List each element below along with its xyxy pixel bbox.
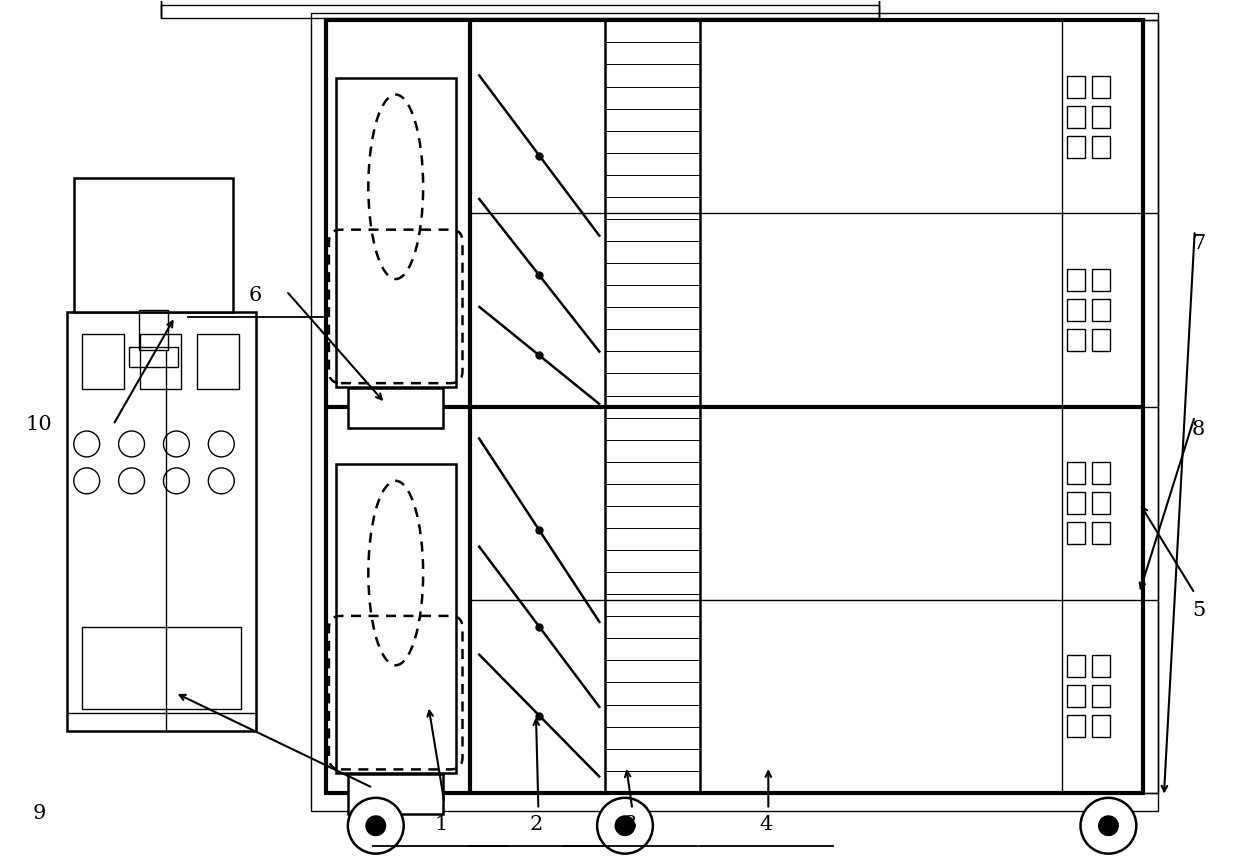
Text: 3: 3 <box>624 815 636 834</box>
Text: 9: 9 <box>32 805 46 824</box>
Bar <box>1092 715 1111 737</box>
Bar <box>1092 655 1111 677</box>
Bar <box>73 178 233 312</box>
Bar <box>336 464 455 772</box>
Text: 8: 8 <box>1192 420 1205 439</box>
Bar <box>1092 76 1111 98</box>
Bar <box>1066 492 1085 514</box>
Text: 4: 4 <box>759 815 773 834</box>
Text: 6: 6 <box>249 286 262 304</box>
Bar <box>1092 106 1111 127</box>
Bar <box>336 78 455 387</box>
Bar <box>139 310 169 350</box>
Circle shape <box>598 798 653 854</box>
Bar <box>1092 269 1111 291</box>
Bar <box>1066 269 1085 291</box>
Text: 7: 7 <box>1192 234 1205 253</box>
Bar <box>326 20 1143 792</box>
Bar <box>1092 329 1111 351</box>
Bar <box>1066 462 1085 484</box>
Text: 10: 10 <box>26 415 52 434</box>
Bar <box>1092 136 1111 158</box>
Bar <box>1092 492 1111 514</box>
Bar <box>129 348 179 368</box>
Bar <box>348 388 443 427</box>
Bar <box>1092 462 1111 484</box>
Bar <box>1143 20 1158 792</box>
Bar <box>1066 685 1085 707</box>
Bar <box>1066 299 1085 321</box>
Bar <box>1066 76 1085 98</box>
Bar <box>1092 522 1111 544</box>
Bar <box>1066 715 1085 737</box>
Bar <box>1066 136 1085 158</box>
Bar <box>348 774 443 814</box>
Bar <box>1092 299 1111 321</box>
Bar <box>1066 106 1085 127</box>
Circle shape <box>348 798 404 854</box>
Text: 2: 2 <box>529 815 543 834</box>
Bar <box>1092 685 1111 707</box>
Bar <box>140 335 181 389</box>
Text: 5: 5 <box>1192 601 1205 620</box>
Bar <box>67 312 257 731</box>
Bar <box>1066 522 1085 544</box>
Circle shape <box>1099 816 1118 836</box>
Text: 1: 1 <box>434 815 448 834</box>
Bar <box>1066 329 1085 351</box>
Bar <box>197 335 239 389</box>
Circle shape <box>615 816 635 836</box>
Bar <box>82 335 124 389</box>
Bar <box>1066 655 1085 677</box>
Bar <box>311 13 1158 811</box>
Circle shape <box>1080 798 1136 854</box>
Circle shape <box>366 816 386 836</box>
Bar <box>82 628 242 709</box>
